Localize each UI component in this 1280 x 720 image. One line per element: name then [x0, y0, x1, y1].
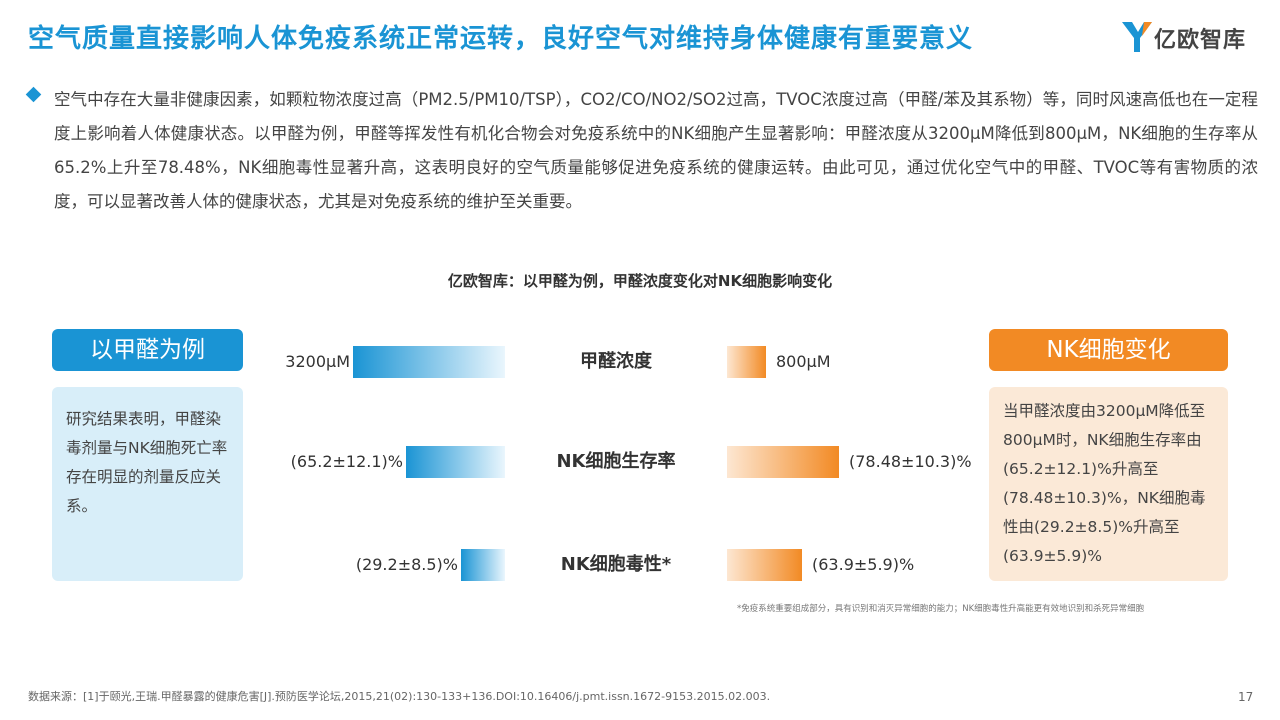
brand-logo: 亿欧智库 — [1118, 18, 1268, 58]
bar-before-0 — [353, 346, 505, 378]
right-pill: NK细胞变化 — [989, 329, 1228, 371]
footnote: *免疫系统重要组成部分，具有识别和消灭异常细胞的能力；NK细胞毒性升高能更有效地… — [737, 604, 1145, 614]
intro-paragraph: 空气中存在大量非健康因素，如颗粒物浓度过高（PM2.5/PM10/TSP），CO… — [54, 90, 1258, 211]
diamond-bullet-icon — [25, 86, 42, 103]
left-pill: 以甲醛为例 — [52, 329, 243, 371]
page-number: 17 — [1238, 690, 1254, 704]
logo-text: 亿欧智库 — [1154, 28, 1247, 53]
logo-icon — [1122, 22, 1152, 52]
metric-label-1: NK细胞生存率 — [556, 451, 676, 472]
intro-section: 空气中存在大量非健康因素，如颗粒物浓度过高（PM2.5/PM10/TSP），CO… — [25, 83, 1258, 219]
bar-after-2 — [727, 549, 802, 581]
page-title: 空气质量直接影响人体免疫系统正常运转，良好空气对维持身体健康有重要意义 — [28, 24, 974, 54]
bar-before-label-1: (65.2±12.1)% — [290, 452, 403, 471]
bar-after-1 — [727, 446, 839, 478]
data-source: 数据来源：[1]于颐光,王瑞.甲醛暴露的健康危害[J].预防医学论坛,2015,… — [28, 690, 771, 703]
metric-label-0: 甲醛浓度 — [580, 351, 652, 372]
bar-after-0 — [727, 346, 766, 378]
right-card: 当甲醛浓度由3200μM降低至800μM时，NK细胞生存率由(65.2±12.1… — [989, 387, 1228, 581]
left-card: 研究结果表明，甲醛染毒剂量与NK细胞死亡率存在明显的剂量反应关系。 — [52, 387, 243, 581]
bar-after-label-0: 800μM — [776, 352, 831, 371]
bar-after-label-1: (78.48±10.3)% — [849, 452, 972, 471]
bar-before-label-2: (29.2±8.5)% — [355, 555, 458, 574]
bar-before-label-0: 3200μM — [285, 352, 350, 371]
metric-label-2: NK细胞毒性* — [560, 554, 672, 575]
bar-before-2 — [461, 549, 505, 581]
bar-before-1 — [406, 446, 505, 478]
chart-title: 亿欧智库：以甲醛为例，甲醛浓度变化对NK细胞影响变化 — [447, 272, 833, 290]
bar-after-label-2: (63.9±5.9)% — [812, 555, 915, 574]
